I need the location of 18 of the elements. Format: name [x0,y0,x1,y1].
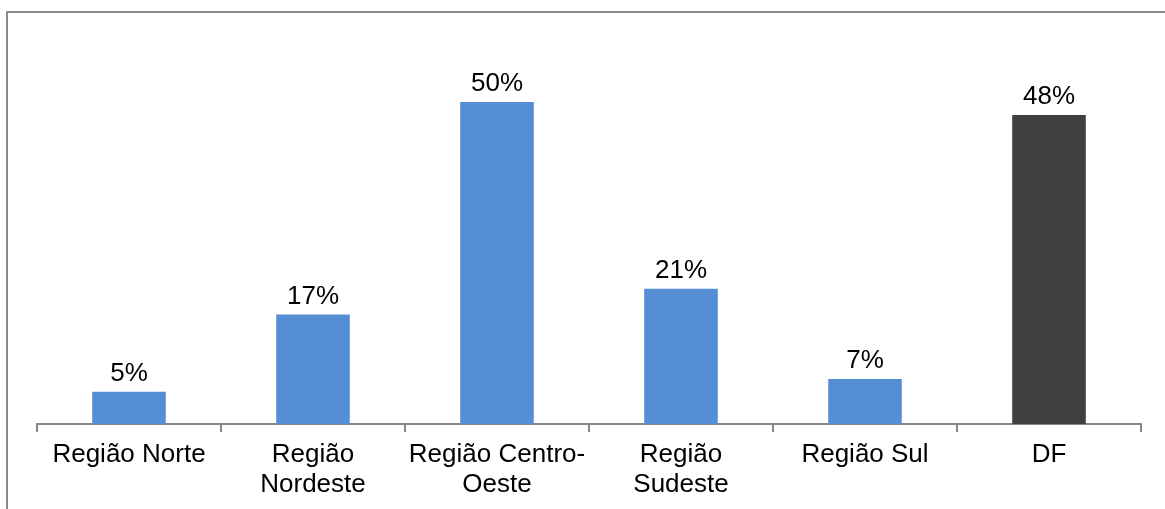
data-label: 48% [1022,79,1076,110]
bar [1012,114,1086,424]
data-label: 17% [286,279,340,310]
x-tick-label: Região Sul [801,438,929,468]
data-label: 5% [110,356,148,387]
x-tick-label: Região Centro-Oeste [408,438,586,498]
bar [460,102,534,424]
x-tick-label: Região Sudeste [633,438,729,498]
bar [92,391,166,424]
bar [828,378,902,424]
x-tick-label: Região Nordeste [260,438,366,498]
x-tick-label: Região Norte [52,438,206,468]
data-label: 21% [654,253,708,284]
data-label: 50% [470,67,524,97]
bar [644,288,718,424]
x-tick-label: DF [1031,438,1067,468]
data-label: 7% [846,343,884,374]
bar [276,314,350,424]
